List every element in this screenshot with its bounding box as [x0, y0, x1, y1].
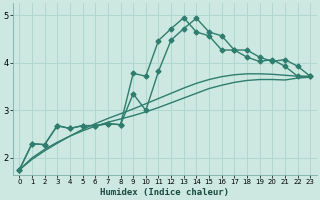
X-axis label: Humidex (Indice chaleur): Humidex (Indice chaleur)	[100, 188, 229, 197]
